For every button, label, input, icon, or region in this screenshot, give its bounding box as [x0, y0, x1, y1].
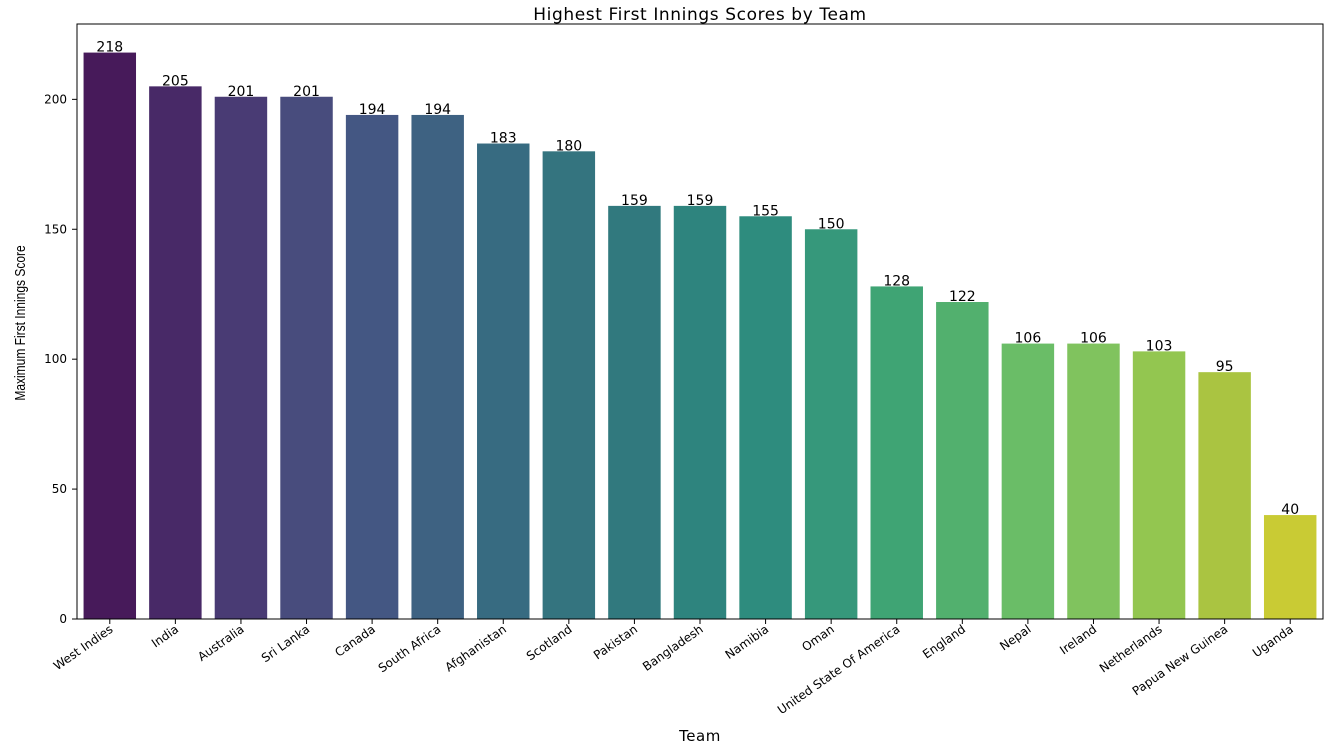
bar	[739, 216, 792, 619]
x-tick-label: Nepal	[997, 622, 1033, 653]
chart-title: Highest First Innings Scores by Team	[533, 5, 866, 25]
x-tick-label: United State Of America	[775, 622, 902, 717]
bar	[542, 151, 596, 620]
bar	[411, 114, 464, 619]
data-label: 180	[555, 138, 582, 154]
data-label: 95	[1216, 359, 1234, 375]
bar	[83, 52, 137, 619]
data-label: 183	[490, 131, 517, 147]
data-label: 159	[621, 193, 648, 209]
y-tick-label: 0	[59, 612, 67, 626]
x-tick-label: Scotland	[524, 622, 575, 663]
data-label: 150	[818, 216, 845, 232]
data-label: 159	[687, 193, 714, 209]
x-tick-label: West Indies	[51, 622, 116, 673]
x-tick-label: Ireland	[1057, 622, 1099, 657]
x-tick-label: Australia	[195, 622, 247, 664]
data-label: 205	[162, 73, 189, 89]
bar	[477, 143, 530, 619]
bar	[1132, 351, 1186, 619]
data-label: 106	[1015, 331, 1042, 347]
bar	[1001, 343, 1055, 619]
bar	[149, 86, 202, 619]
data-label: 106	[1080, 331, 1107, 347]
y-tick-label: 200	[44, 92, 67, 106]
x-tick-label: Netherlands	[1097, 622, 1165, 675]
plot-frame	[76, 23, 1324, 620]
data-label: 40	[1281, 502, 1299, 518]
bar	[1263, 515, 1317, 619]
x-tick-label: Oman	[799, 622, 837, 654]
data-label: 128	[883, 273, 910, 289]
bar	[870, 286, 923, 619]
x-tick-label: Sri Lanka	[259, 622, 312, 665]
x-tick-label: Bangladesh	[640, 622, 706, 674]
y-tick-label: 100	[44, 352, 67, 366]
y-tick-label: 50	[52, 482, 67, 496]
x-tick-label: Afghanistan	[442, 622, 509, 674]
x-tick-label: South Africa	[376, 622, 444, 675]
bar	[1198, 372, 1251, 619]
bar	[1067, 343, 1120, 619]
bar	[608, 205, 661, 619]
bar	[673, 205, 727, 619]
bar	[936, 302, 989, 619]
bar	[345, 114, 399, 619]
y-axis-label: Maximum First Innings Score	[12, 245, 29, 400]
bar	[280, 96, 333, 619]
x-axis-label: Team	[678, 727, 721, 745]
data-label: 201	[293, 84, 320, 100]
y-tick-label: 150	[44, 222, 67, 236]
data-label: 155	[752, 203, 779, 219]
x-tick-label: India	[149, 622, 181, 650]
x-tick-label: Pakistan	[591, 622, 640, 662]
x-tick-label: Namibia	[723, 622, 772, 662]
data-label: 194	[424, 102, 451, 118]
x-tick-label: Uganda	[1250, 622, 1296, 660]
data-label: 194	[359, 102, 386, 118]
x-tick-label: Canada	[332, 622, 377, 660]
plot-area: 218 West Indies 205 India 201 Australia 201 Sri…	[44, 23, 1324, 717]
data-label: 218	[96, 40, 123, 56]
bar	[804, 229, 858, 619]
x-tick-label: England	[920, 622, 968, 661]
data-label: 122	[949, 289, 976, 305]
data-label: 103	[1146, 338, 1173, 354]
data-label: 201	[228, 84, 255, 100]
bar	[214, 96, 268, 619]
